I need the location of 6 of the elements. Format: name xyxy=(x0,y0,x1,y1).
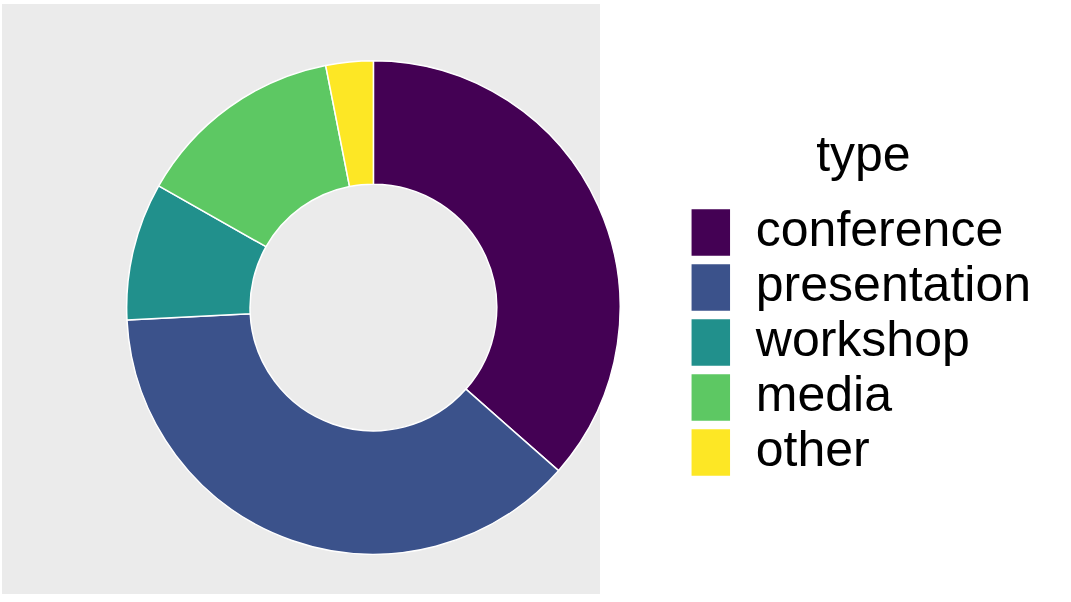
legend-label: workshop xyxy=(754,311,970,368)
legend-label: presentation xyxy=(755,256,1032,313)
legend-title: type xyxy=(816,126,911,183)
legend-label: conference xyxy=(755,201,1004,258)
legend-label: media xyxy=(755,366,893,423)
legend-label: other xyxy=(755,421,870,478)
